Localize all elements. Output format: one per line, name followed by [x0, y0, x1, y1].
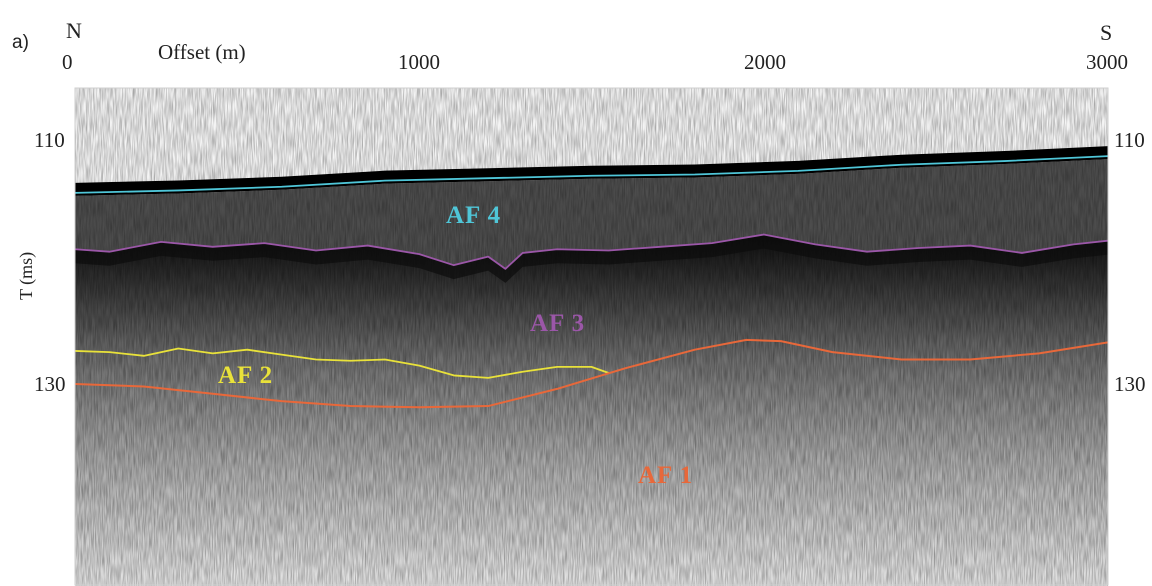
x-axis-label: Offset (m)	[158, 40, 246, 64]
direction-south-label: S	[1100, 20, 1113, 45]
y-tick-left: 130	[34, 372, 66, 396]
unit-label-af3: AF 3	[530, 310, 586, 337]
horizon-af2	[75, 347, 610, 379]
unit-label-af4: AF 4	[446, 202, 502, 229]
y-tick-right: 110	[1114, 128, 1145, 152]
direction-north-label: N	[66, 18, 82, 43]
horizons	[75, 155, 1108, 409]
x-tick-label: 3000	[1086, 50, 1128, 74]
panel-label: a)	[12, 32, 29, 53]
horizon-af1	[75, 338, 1108, 409]
unit-label-af1: AF 1	[638, 462, 694, 489]
horizon-af4	[75, 155, 1108, 194]
x-tick-label: 0	[62, 50, 73, 74]
x-tick-label: 2000	[744, 50, 786, 74]
horizon-af3	[75, 233, 1108, 270]
y-tick-left: 110	[34, 128, 65, 152]
x-tick-label: 1000	[398, 50, 440, 74]
y-axis-label: T (ms)	[16, 251, 36, 300]
unit-label-af2: AF 2	[218, 362, 274, 389]
y-tick-right: 130	[1114, 372, 1146, 396]
upper-reflector-band	[75, 159, 1108, 283]
plot-frame	[74, 87, 1109, 586]
